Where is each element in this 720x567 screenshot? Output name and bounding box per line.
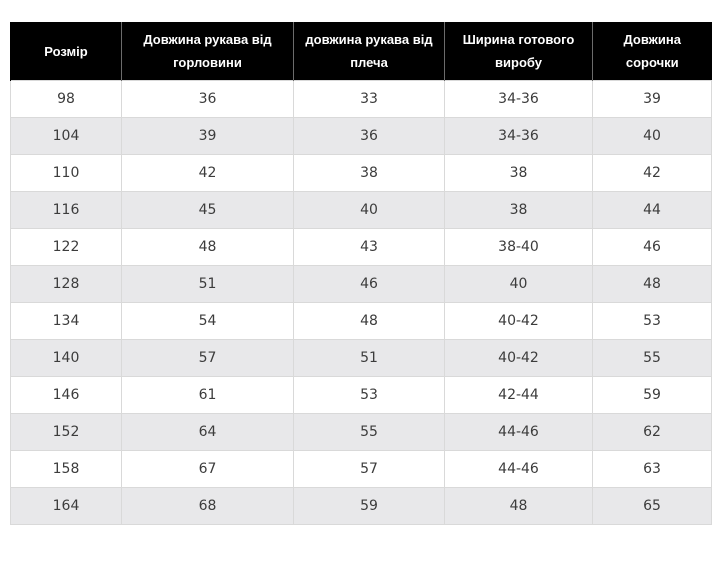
- header-garment-width: Ширина готового виробу: [444, 22, 593, 81]
- table-row: 140 57 51 40-42 55: [10, 339, 712, 377]
- cell-sleeve-from-neck: 36: [121, 80, 294, 118]
- cell-garment-width: 38: [444, 154, 593, 192]
- cell-garment-width: 40-42: [444, 339, 593, 377]
- cell-shirt-length: 44: [592, 191, 712, 229]
- table-row: 122 48 43 38-40 46: [10, 228, 712, 266]
- header-sleeve-from-shoulder: довжина рукава від плеча: [293, 22, 445, 81]
- table-row: 98 36 33 34-36 39: [10, 80, 712, 118]
- cell-size: 146: [10, 376, 122, 414]
- table-body: 98 36 33 34-36 39 104 39 36 34-36 40 110 42 38 38 42 11…: [10, 80, 712, 525]
- cell-size: 104: [10, 117, 122, 155]
- cell-shirt-length: 62: [592, 413, 712, 451]
- cell-size: 152: [10, 413, 122, 451]
- cell-size: 158: [10, 450, 122, 488]
- cell-sleeve-from-shoulder: 43: [293, 228, 445, 266]
- cell-garment-width: 34-36: [444, 80, 593, 118]
- cell-sleeve-from-shoulder: 53: [293, 376, 445, 414]
- header-size: Розмір: [10, 22, 122, 81]
- cell-shirt-length: 53: [592, 302, 712, 340]
- cell-garment-width: 44-46: [444, 450, 593, 488]
- cell-shirt-length: 48: [592, 265, 712, 303]
- cell-sleeve-from-shoulder: 48: [293, 302, 445, 340]
- cell-size: 122: [10, 228, 122, 266]
- cell-sleeve-from-shoulder: 55: [293, 413, 445, 451]
- cell-garment-width: 40-42: [444, 302, 593, 340]
- cell-sleeve-from-neck: 45: [121, 191, 294, 229]
- cell-garment-width: 34-36: [444, 117, 593, 155]
- cell-sleeve-from-neck: 39: [121, 117, 294, 155]
- cell-shirt-length: 65: [592, 487, 712, 525]
- table-header: Розмір Довжина рукава від горловини довж…: [10, 22, 712, 81]
- cell-sleeve-from-shoulder: 57: [293, 450, 445, 488]
- cell-sleeve-from-shoulder: 38: [293, 154, 445, 192]
- table-row: 110 42 38 38 42: [10, 154, 712, 192]
- cell-shirt-length: 40: [592, 117, 712, 155]
- table-row: 158 67 57 44-46 63: [10, 450, 712, 488]
- cell-sleeve-from-neck: 61: [121, 376, 294, 414]
- cell-garment-width: 48: [444, 487, 593, 525]
- cell-size: 164: [10, 487, 122, 525]
- cell-size: 134: [10, 302, 122, 340]
- table-row: 152 64 55 44-46 62: [10, 413, 712, 451]
- cell-sleeve-from-neck: 42: [121, 154, 294, 192]
- cell-shirt-length: 46: [592, 228, 712, 266]
- cell-shirt-length: 59: [592, 376, 712, 414]
- cell-shirt-length: 55: [592, 339, 712, 377]
- cell-shirt-length: 63: [592, 450, 712, 488]
- cell-shirt-length: 39: [592, 80, 712, 118]
- cell-sleeve-from-shoulder: 36: [293, 117, 445, 155]
- table-row: 164 68 59 48 65: [10, 487, 712, 525]
- table-row: 146 61 53 42-44 59: [10, 376, 712, 414]
- cell-sleeve-from-neck: 54: [121, 302, 294, 340]
- cell-garment-width: 42-44: [444, 376, 593, 414]
- cell-garment-width: 44-46: [444, 413, 593, 451]
- table-row: 128 51 46 40 48: [10, 265, 712, 303]
- cell-sleeve-from-neck: 48: [121, 228, 294, 266]
- cell-size: 128: [10, 265, 122, 303]
- cell-sleeve-from-neck: 68: [121, 487, 294, 525]
- cell-size: 116: [10, 191, 122, 229]
- size-chart-table: Розмір Довжина рукава від горловини довж…: [10, 22, 712, 525]
- cell-sleeve-from-neck: 64: [121, 413, 294, 451]
- cell-garment-width: 38: [444, 191, 593, 229]
- table-row: 116 45 40 38 44: [10, 191, 712, 229]
- cell-sleeve-from-shoulder: 46: [293, 265, 445, 303]
- cell-shirt-length: 42: [592, 154, 712, 192]
- cell-sleeve-from-neck: 67: [121, 450, 294, 488]
- cell-garment-width: 40: [444, 265, 593, 303]
- cell-size: 98: [10, 80, 122, 118]
- cell-garment-width: 38-40: [444, 228, 593, 266]
- table-row: 104 39 36 34-36 40: [10, 117, 712, 155]
- header-shirt-length: Довжина сорочки: [592, 22, 712, 81]
- cell-sleeve-from-neck: 51: [121, 265, 294, 303]
- table-row: 134 54 48 40-42 53: [10, 302, 712, 340]
- cell-sleeve-from-shoulder: 40: [293, 191, 445, 229]
- cell-sleeve-from-shoulder: 33: [293, 80, 445, 118]
- cell-sleeve-from-shoulder: 51: [293, 339, 445, 377]
- cell-sleeve-from-shoulder: 59: [293, 487, 445, 525]
- cell-sleeve-from-neck: 57: [121, 339, 294, 377]
- cell-size: 140: [10, 339, 122, 377]
- header-sleeve-from-neck: Довжина рукава від горловини: [121, 22, 294, 81]
- header-row: Розмір Довжина рукава від горловини довж…: [10, 22, 712, 81]
- cell-size: 110: [10, 154, 122, 192]
